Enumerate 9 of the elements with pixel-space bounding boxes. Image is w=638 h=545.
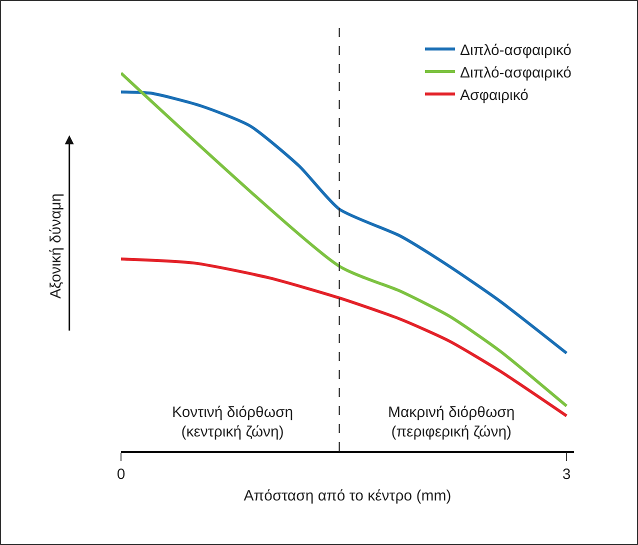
legend-label: Διπλό-ασφαιρικό [460, 42, 572, 59]
annotation: Μακρινή διόρθωση (περιφερική ζώνη) [388, 404, 515, 440]
x-tick-label: 0 [116, 466, 126, 483]
annotation: Κοντινή διόρθωση (κεντρική ζώνη) [172, 404, 294, 440]
x-axis-title: Απόσταση από το κέντρο (mm) [244, 487, 452, 504]
x-tick-label: 3 [562, 466, 571, 483]
legend-label: Διπλό-ασφαιρικό [460, 64, 572, 82]
legend-label: Ασφαιρικό [460, 86, 529, 104]
y-axis-title: Αξονική δύναμη [47, 193, 64, 299]
